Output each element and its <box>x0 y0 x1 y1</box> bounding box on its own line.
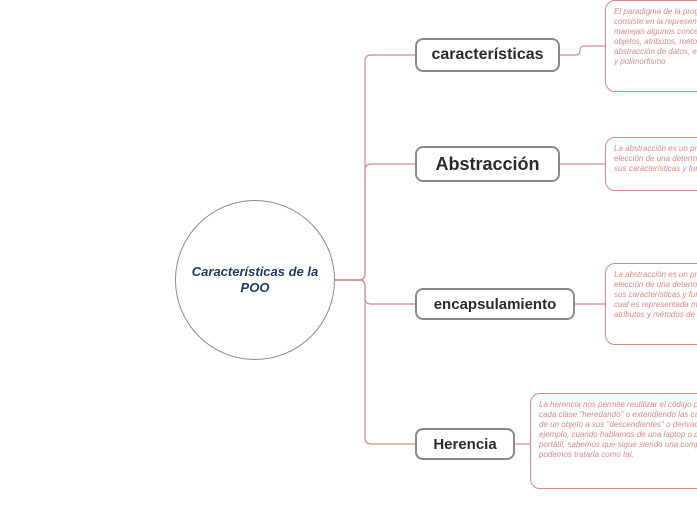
branch-desc-abstraccion: La abstracción es un procedimiento q ele… <box>605 137 697 191</box>
branch-label: Abstracción <box>435 154 539 175</box>
branch-node-herencia[interactable]: Herencia <box>415 428 515 460</box>
branch-desc-caracteristicas: El paradigma de la programación consiste… <box>605 0 697 92</box>
central-node[interactable]: Características de la POO <box>175 200 335 360</box>
branch-desc-encapsulamiento: La abstracción es un procedimiento q ele… <box>605 263 697 345</box>
branch-label: encapsulamiento <box>434 296 557 313</box>
branch-node-caracteristicas[interactable]: características <box>415 38 560 72</box>
branch-label: Herencia <box>433 436 496 453</box>
branch-node-abstraccion[interactable]: Abstracción <box>415 146 560 182</box>
central-label: Características de la POO <box>186 264 324 295</box>
branch-node-encapsulamiento[interactable]: encapsulamiento <box>415 288 575 320</box>
branch-desc-herencia: La herencia nos permite reutilizar el có… <box>530 393 697 489</box>
branch-label: características <box>431 46 543 64</box>
